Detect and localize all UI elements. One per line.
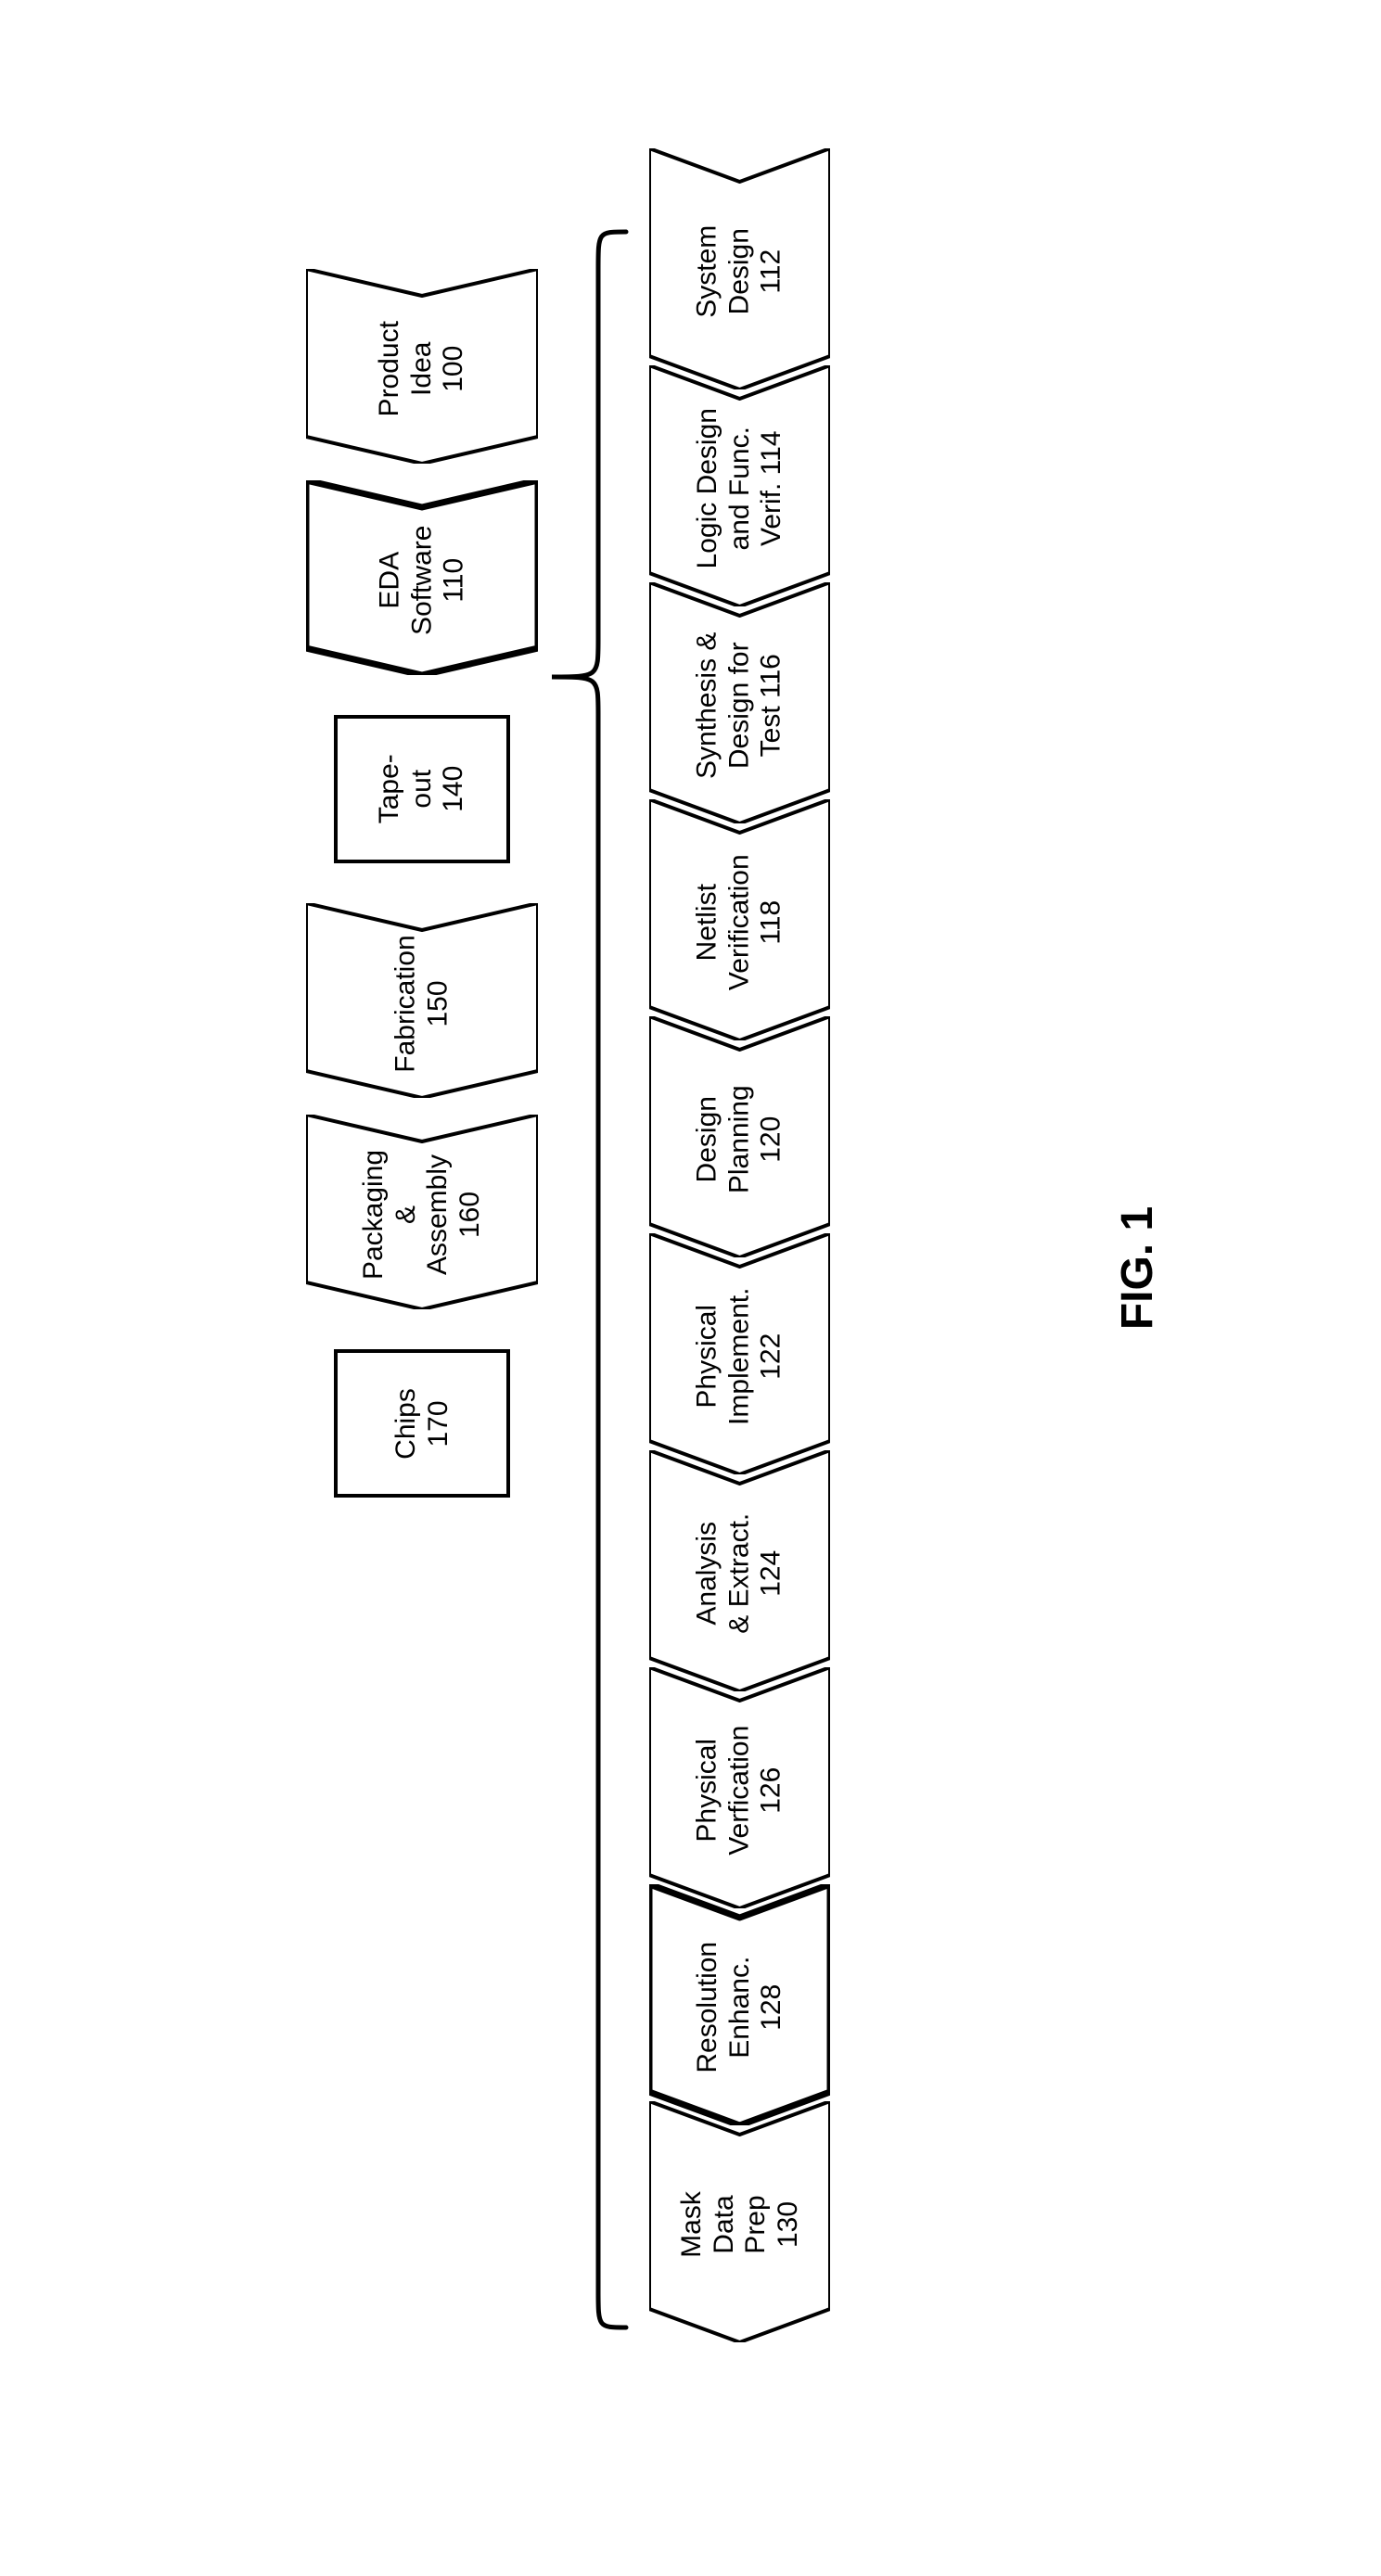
chips: Chips 170 <box>334 1349 510 1498</box>
figure-canvas: Product Idea 100 EDA Software 110 Tape- o… <box>37 37 1344 2539</box>
packaging: Packaging & Assembly 160 <box>306 1115 538 1309</box>
resolution-enhanc: Resolution Enhanc. 128 <box>649 1884 830 2125</box>
physical-verif: Physical Verfication 126 <box>649 1667 830 1908</box>
synthesis-dft: Synthesis & Design for Test 116 <box>649 582 830 823</box>
system-design: System Design 112 <box>649 148 830 389</box>
fabrication: Fabrication 150 <box>306 903 538 1098</box>
physical-implement: Physical Implement. 122 <box>649 1233 830 1474</box>
design-planning: Design Planning 120 <box>649 1016 830 1257</box>
chips-label: Chips 170 <box>390 1388 454 1460</box>
tape-out-label: Tape- out 140 <box>374 754 470 823</box>
mask-data-prep: Mask Data Prep 130 <box>649 2101 830 2342</box>
product-idea: Product Idea 100 <box>306 269 538 464</box>
eda-software: EDA Software 110 <box>306 480 538 675</box>
logic-design: Logic Design and Func. Verif. 114 <box>649 365 830 606</box>
tape-out: Tape- out 140 <box>334 715 510 863</box>
analysis-extract: Analysis & Extract. 124 <box>649 1450 830 1691</box>
expansion-brace <box>519 185 649 2392</box>
figure-label-text: FIG. 1 <box>1113 1206 1162 1330</box>
netlist-verif: Netlist Verification 118 <box>649 799 830 1040</box>
figure-label: FIG. 1 <box>1112 1206 1163 1330</box>
